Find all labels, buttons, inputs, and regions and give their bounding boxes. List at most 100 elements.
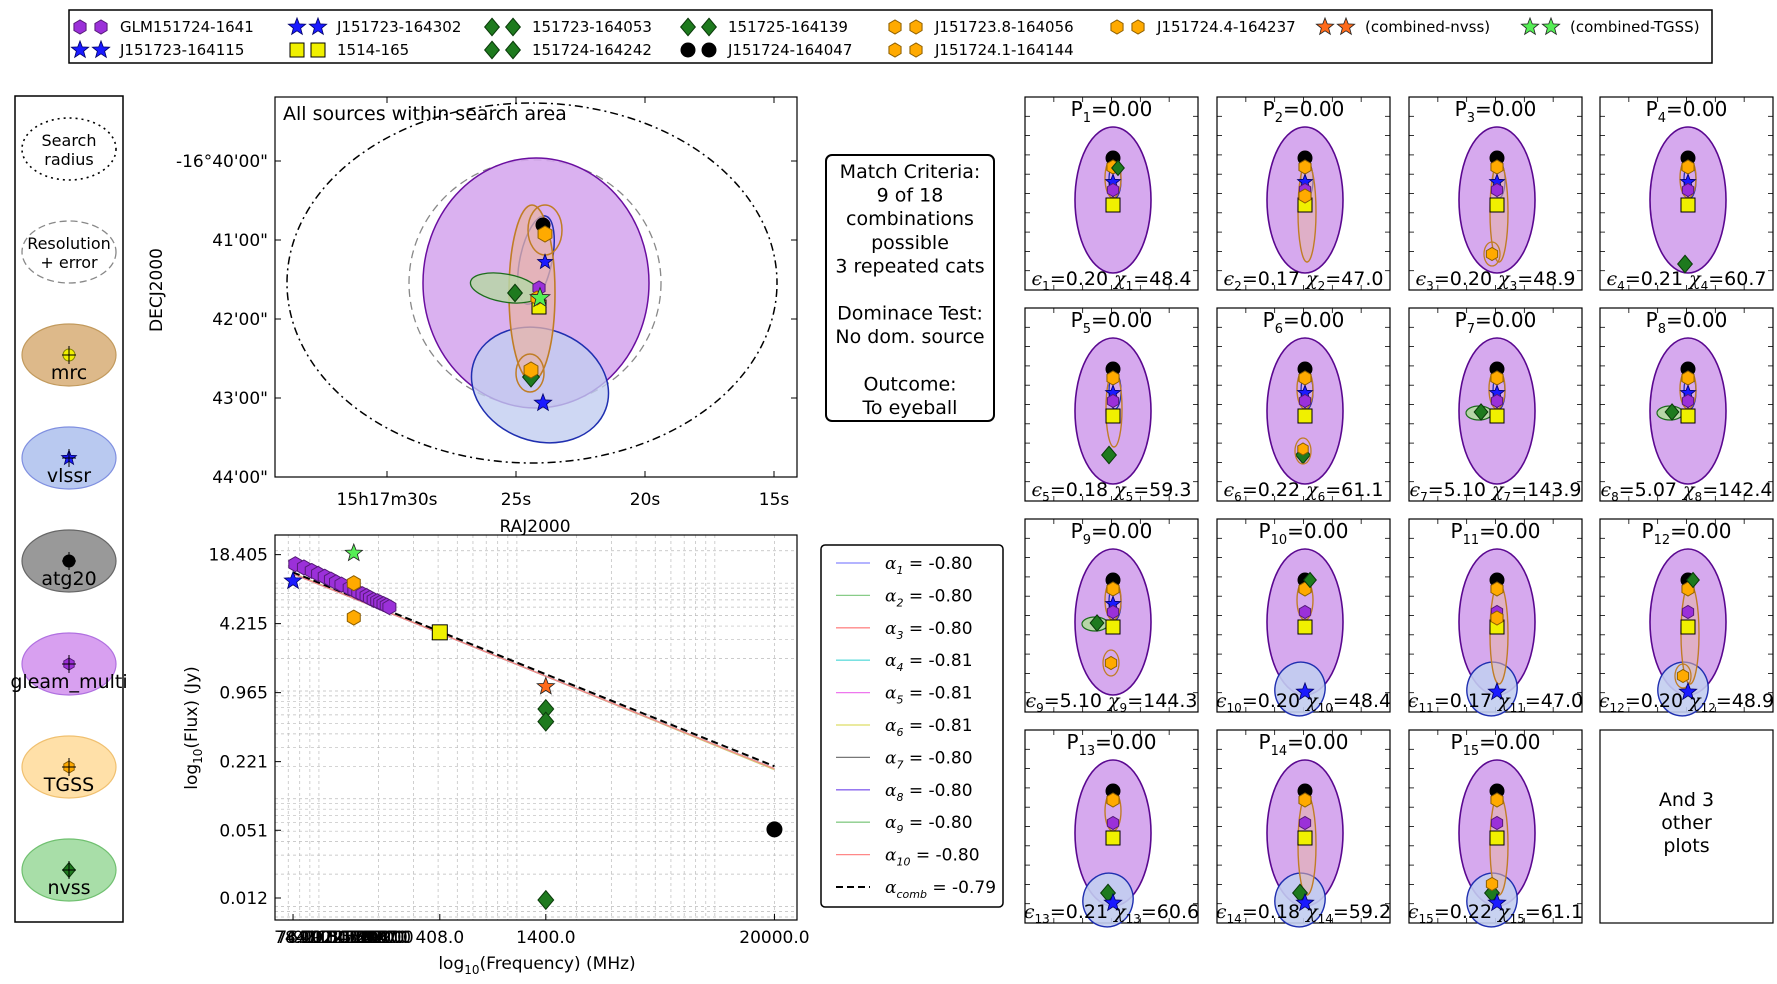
alpha-legend-label: α2 = -0.80 xyxy=(885,586,973,609)
alpha-legend-label: α9 = -0.80 xyxy=(885,813,973,836)
panel-stats: ϵ10=0.20 χ10=48.4 xyxy=(1216,690,1391,715)
panel-stats: ϵ7=5.10 χ7=143.9 xyxy=(1409,479,1581,504)
legend-label: J151723-164302 xyxy=(336,18,461,36)
sed-xtick-label-crowded: 130.0 xyxy=(317,928,366,948)
data-point-TGSS xyxy=(346,575,361,592)
alpha-value: = -0.80 xyxy=(910,846,979,866)
alpha-symbol: α xyxy=(885,846,897,866)
alpha-legend-label: α7 = -0.80 xyxy=(885,748,973,771)
epsilon-symbol: ϵ xyxy=(1600,479,1611,501)
panel-nvss-marker xyxy=(1111,159,1125,177)
chi-sub: 1 xyxy=(1126,279,1134,293)
panel-tgss-marker-b xyxy=(1490,610,1504,626)
panel-mrc-marker xyxy=(1105,197,1121,213)
legend-marker-a xyxy=(680,42,696,58)
legend-label: J151723.8-164056 xyxy=(934,18,1074,36)
legend-marker-a xyxy=(289,42,305,58)
sky-ylabel: DECJ2000 xyxy=(147,248,167,332)
panel-stats: ϵ12=0.20 χ12=48.9 xyxy=(1599,690,1774,715)
catalog-label: mrc xyxy=(51,362,87,384)
panel-mrc-marker xyxy=(1680,408,1696,424)
panel-tgss-marker xyxy=(1490,159,1504,175)
catalog-label: nvss xyxy=(47,877,90,899)
panel-tgss-marker xyxy=(1490,792,1504,808)
chi-symbol: χ xyxy=(1304,479,1319,501)
sky-ytick-label: 42'00" xyxy=(212,310,268,330)
sed-ytick-label: 0.051 xyxy=(219,821,268,841)
panel-tgss-marker xyxy=(1106,581,1120,597)
chi-sub: 3 xyxy=(1510,279,1518,293)
panel-probability: P4=0.00 xyxy=(1646,97,1728,126)
chi-sub: 13 xyxy=(1126,912,1141,926)
catalog-label-line: Search xyxy=(42,131,97,150)
chi-sub: 12 xyxy=(1701,701,1716,715)
p-value: =0.00 xyxy=(1095,730,1156,754)
sed-xtick-label-crowded: 220.0 xyxy=(362,928,411,948)
panel-tgss-marker xyxy=(1298,792,1312,808)
sed-xtick-label-crowded: 143.0 xyxy=(325,928,374,948)
legend-marker-b xyxy=(1131,19,1145,35)
p-symbol: P xyxy=(1263,97,1275,121)
alpha-value: = -0.80 xyxy=(903,586,972,606)
p-value: =0.00 xyxy=(1479,519,1540,543)
panel-probability: P6=0.00 xyxy=(1263,308,1345,337)
panel-tgss-marker xyxy=(1106,370,1120,386)
panel-stats: ϵ8=5.07 χ8=142.4 xyxy=(1600,479,1772,504)
catalog-ellipse xyxy=(21,117,117,181)
legend-entry: (combined-nvss) xyxy=(1315,16,1490,36)
catalog-entry: nvss xyxy=(21,838,117,902)
legend-marker-b xyxy=(1541,16,1561,36)
data-point-TGSS xyxy=(346,609,361,626)
sed-plot: 18.405 4.215 0.965 0.221 0.051 0.012 76.084.09… xyxy=(182,534,810,977)
p-sub: 1 xyxy=(1083,111,1091,126)
legend-entry: J151723-164302 xyxy=(287,16,461,36)
panel-gleam-marker xyxy=(1681,182,1695,198)
legend-label: J151723-164115 xyxy=(119,41,244,59)
epsilon-symbol: ϵ xyxy=(1599,690,1610,712)
sed-xtick-label-crowded: 92.0 xyxy=(293,928,331,948)
legend-label: (combined-nvss) xyxy=(1365,18,1490,36)
panel-tgss-marker xyxy=(1297,442,1309,456)
legend-entry: J151724.4-164237 xyxy=(1110,18,1296,36)
alpha-sub: 10 xyxy=(896,856,910,869)
data-point-gleam_multi xyxy=(382,599,397,616)
chi-value: =61.1 xyxy=(1525,901,1583,923)
legend-entry: J151724-164047 xyxy=(680,41,852,59)
legend-label: 151725-164139 xyxy=(728,18,848,36)
p-symbol: P xyxy=(1071,97,1083,121)
sed-ylabel-sub: 10 xyxy=(191,749,205,764)
catalog-ellipse xyxy=(21,220,117,284)
catalog-label: vlssr xyxy=(47,465,91,487)
legend-marker-b xyxy=(701,42,717,58)
panel-stats: ϵ4=0.21 χ4=60.7 xyxy=(1607,268,1767,293)
alpha-value: = -0.80 xyxy=(903,813,972,833)
epsilon-sub: 7 xyxy=(1420,490,1428,504)
panel-gleam-marker xyxy=(1106,393,1120,409)
panel-stats: ϵ5=0.18 χ5=59.3 xyxy=(1032,479,1192,504)
panel-mrc-marker xyxy=(1680,197,1696,213)
panel-nvss-marker xyxy=(1664,403,1680,421)
panel-nvss-marker xyxy=(1100,445,1118,465)
sed-xtick-label-crowded: 212.0 xyxy=(359,928,408,948)
chi-symbol: χ xyxy=(1490,479,1505,501)
data-point-nvss xyxy=(537,889,555,911)
data-point-mrc xyxy=(431,624,448,641)
p-value: =0.00 xyxy=(1091,519,1152,543)
panel-mrc-marker xyxy=(1105,830,1121,846)
p-value: =0.00 xyxy=(1091,308,1152,332)
chi-symbol: χ xyxy=(1106,690,1121,712)
chi-symbol: χ xyxy=(1496,268,1511,290)
legend-label: J151724-164047 xyxy=(727,41,852,59)
sky-ytick-label: 43'00" xyxy=(212,389,268,409)
sed-xtick-label-crowded: 151.0 xyxy=(330,928,379,948)
chi-value: =47.0 xyxy=(1525,690,1583,712)
panel-tgss-marker xyxy=(1490,581,1504,597)
legend-marker-b xyxy=(91,39,111,59)
catalog-label: TGSS xyxy=(43,774,94,796)
chi-value: =48.9 xyxy=(1716,690,1774,712)
chi-symbol: χ xyxy=(1304,690,1319,712)
panel-probability: P13=0.00 xyxy=(1067,730,1157,759)
